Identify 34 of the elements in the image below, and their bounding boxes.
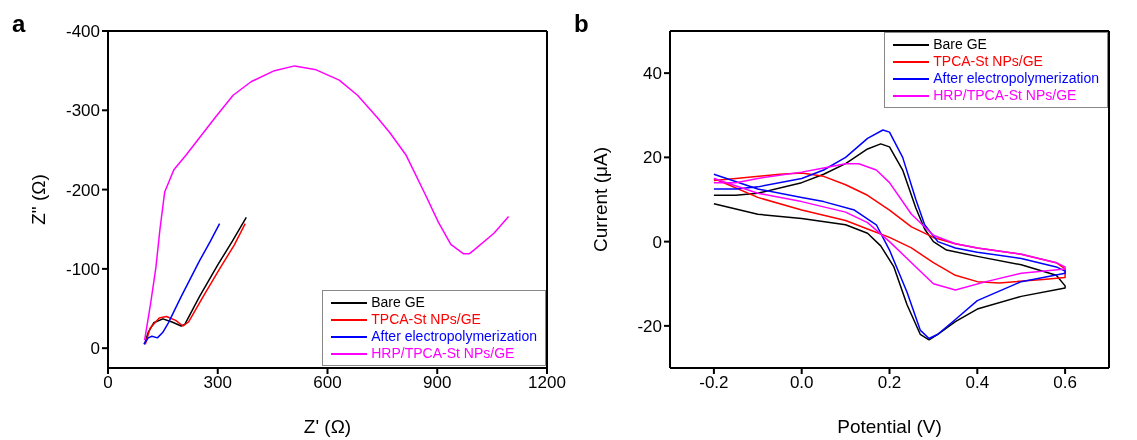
y-tick-label: -100	[65, 259, 100, 279]
x-tick-label: 0.0	[789, 373, 814, 393]
x-tick-label: 300	[203, 373, 232, 393]
x-axis-title: Potential (V)	[837, 416, 942, 438]
y-tick-label: -200	[65, 180, 100, 200]
x-tick-label: 0	[103, 373, 113, 393]
x-tick-label: 600	[313, 373, 342, 393]
y-tick-label: 0	[90, 339, 100, 359]
legend-label: HRP/TPCA-St NPs/GE	[932, 87, 1078, 104]
x-tick-label: 0.2	[877, 373, 902, 393]
chart-title: a	[12, 10, 26, 38]
x-tick-label: 1200	[528, 373, 566, 393]
legend-label: After electropolymerization	[932, 70, 1099, 87]
line-series	[143, 222, 221, 345]
legend-label: TPCA-St NPs/GE	[370, 311, 482, 328]
y-tick-label: 20	[643, 148, 662, 168]
legend-label: After electropolymerization	[370, 328, 537, 345]
y-tick-label: -300	[65, 101, 100, 121]
legend-label: Bare GE	[370, 294, 426, 311]
y-tick-label: -400	[65, 22, 100, 42]
y-tick-label: 40	[643, 64, 662, 84]
legend-label: Bare GE	[932, 36, 988, 53]
y-tick-label: -20	[637, 316, 662, 336]
y-axis-title: Current (μA)	[589, 147, 611, 252]
x-tick-label: 900	[423, 373, 452, 393]
x-tick-label: 0.4	[965, 373, 990, 393]
y-tick-label: 0	[652, 232, 662, 252]
x-tick-label: 0.6	[1053, 373, 1077, 393]
y-axis-title: Z" (Ω)	[27, 174, 49, 225]
legend-label: HRP/TPCA-St NPs/GE	[370, 345, 516, 362]
chart-title: b	[574, 10, 589, 38]
legend-label: TPCA-St NPs/GE	[932, 53, 1044, 70]
x-axis-title: Z' (Ω)	[303, 416, 352, 438]
x-tick-label: -0.2	[699, 373, 729, 393]
